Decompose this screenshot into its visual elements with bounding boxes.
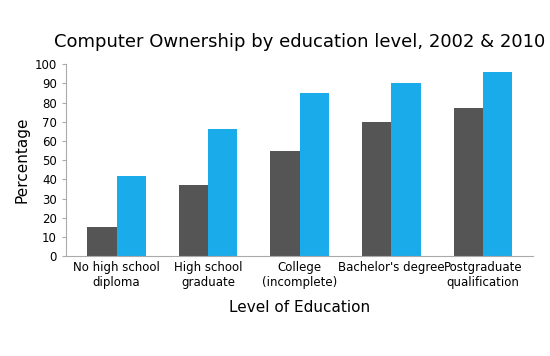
Bar (392, 83, 421, 256)
Bar (483, 72, 512, 256)
Title: Computer Ownership by education level, 2002 & 2010: Computer Ownership by education level, 2… (54, 33, 546, 51)
Bar (179, 185, 208, 256)
Legend: 2002, 2010: 2002, 2010 (72, 0, 183, 2)
X-axis label: Level of Education: Level of Education (229, 300, 370, 315)
Bar (208, 130, 238, 256)
Y-axis label: Percentage: Percentage (14, 117, 29, 203)
Bar (454, 108, 483, 256)
Bar (117, 176, 146, 256)
Bar (271, 151, 300, 256)
Bar (300, 93, 329, 256)
Bar (362, 122, 392, 256)
Bar (87, 227, 117, 256)
